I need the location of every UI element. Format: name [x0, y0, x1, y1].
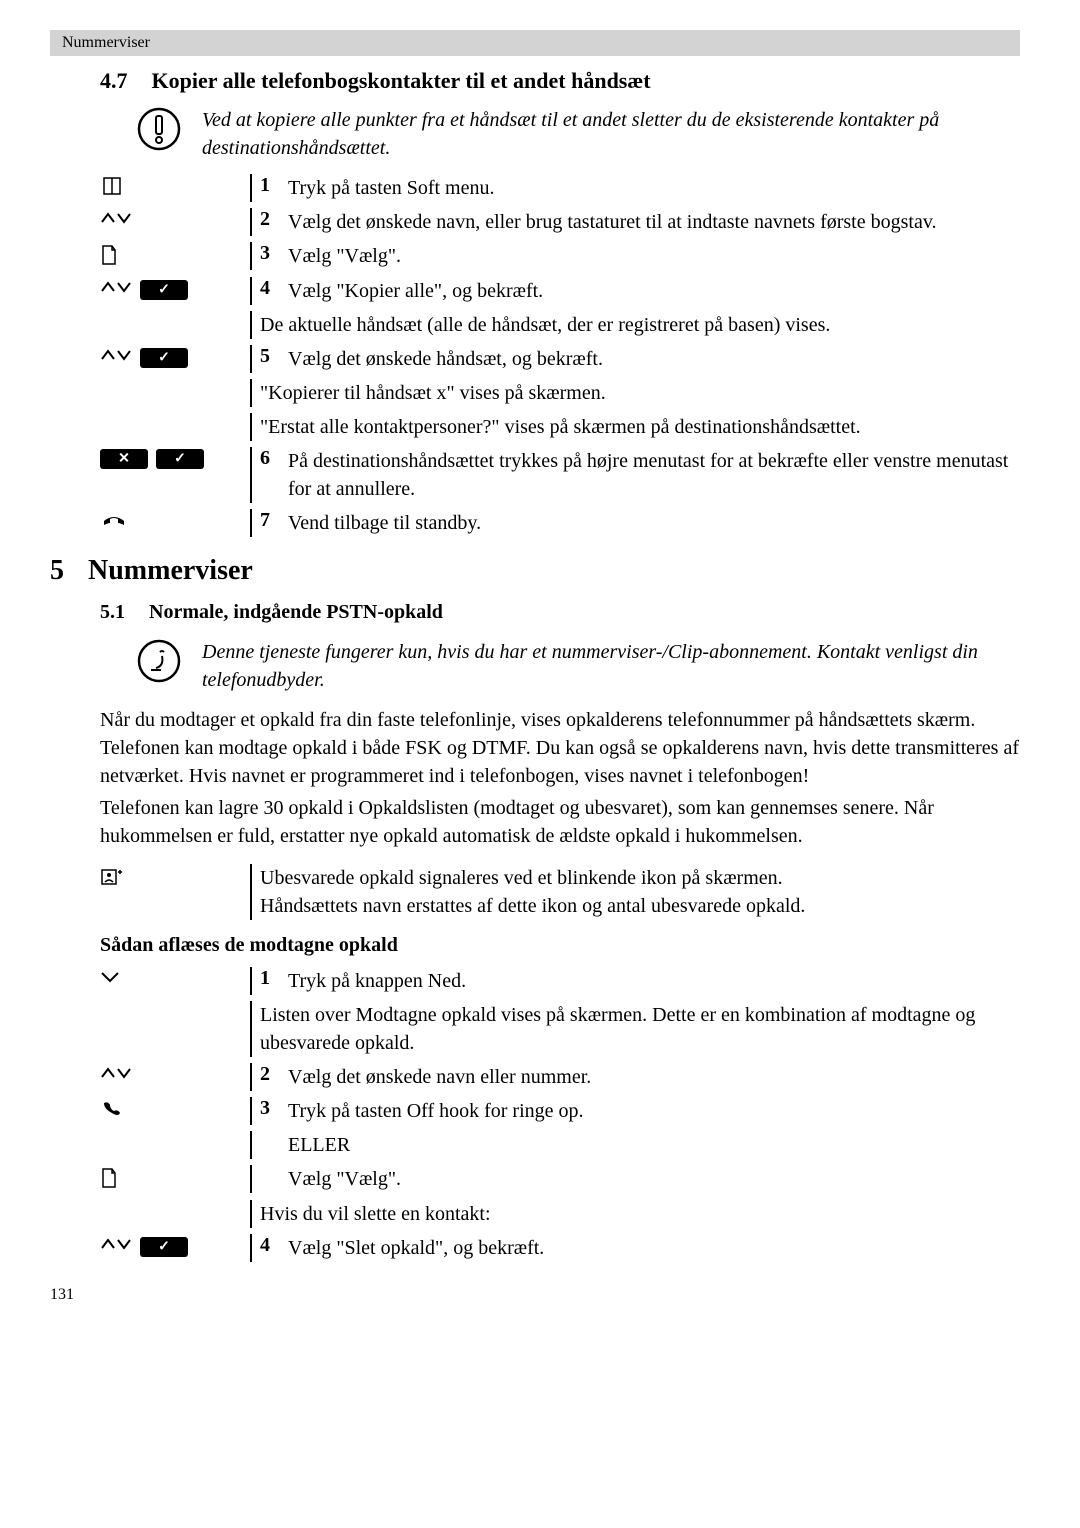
info-icon	[136, 638, 182, 689]
page-number: 131	[50, 1286, 1020, 1304]
info-row: De aktuelle håndsæt (alle de håndsæt, de…	[50, 311, 1020, 339]
step-row-5: 5 Vælg det ønskede håndsæt, og bekræft.	[50, 345, 1020, 373]
note-text: Ved at kopiere alle punkter fra et hånds…	[202, 106, 1020, 162]
page-icon	[100, 1167, 118, 1194]
section-5-title: 5 Nummerviser	[50, 555, 1020, 587]
step-row: 1 Tryk på knappen Ned.	[50, 967, 1020, 995]
step-text: Vælg "Vælg".	[288, 1165, 401, 1193]
step-text: Vælg det ønskede navn, eller brug tastat…	[288, 208, 937, 236]
subsection-heading: Normale, indgående PSTN-opkald	[149, 601, 443, 624]
section-5-1-title: 5.1 Normale, indgående PSTN-opkald	[50, 601, 1020, 624]
step-text: Vælg "Slet opkald", og bekræft.	[288, 1234, 544, 1262]
step-text: Vælg "Kopier alle", og bekræft.	[288, 277, 543, 305]
body-paragraph: Når du modtager et opkald fra din faste …	[50, 706, 1020, 790]
info-text: De aktuelle håndsæt (alle de håndsæt, de…	[250, 311, 1020, 339]
step-row-7: 7 Vend tilbage til standby.	[50, 509, 1020, 537]
step-row-3: 3 Vælg "Vælg".	[50, 242, 1020, 271]
step-num: 4	[260, 277, 288, 305]
step-num: 3	[260, 242, 288, 270]
header-bar: Nummerviser	[50, 30, 1020, 56]
step-num: 3	[260, 1097, 288, 1125]
info-text: Ubesvarede opkald signaleres ved et blin…	[260, 864, 1020, 892]
up-down-icon	[100, 347, 132, 368]
info-text: "Kopierer til håndsæt x" vises på skærme…	[250, 379, 1020, 407]
step-row: Vælg "Vælg".	[50, 1165, 1020, 1194]
step-text: Tryk på tasten Soft menu.	[288, 174, 494, 202]
phonebook-icon	[100, 176, 124, 201]
up-down-icon	[100, 210, 132, 231]
step-text: Vælg det ønskede navn eller nummer.	[288, 1063, 591, 1091]
info-row: "Erstat alle kontaktpersoner?" vises på …	[50, 413, 1020, 441]
step-row: 3 Tryk på tasten Off hook for ringe op.	[50, 1097, 1020, 1125]
note-row: Denne tjeneste fungerer kun, hvis du har…	[50, 638, 1020, 694]
cancel-button-icon	[100, 449, 148, 469]
step-num: 2	[260, 208, 288, 236]
step-text: ELLER	[288, 1131, 1020, 1159]
info-text: "Erstat alle kontaktpersoner?" vises på …	[250, 413, 1020, 441]
step-row: 2 Vælg det ønskede navn eller nummer.	[50, 1063, 1020, 1091]
step-num: 2	[260, 1063, 288, 1091]
step-num: 7	[260, 509, 288, 537]
page-icon	[100, 244, 118, 271]
hangup-icon	[100, 511, 128, 532]
missed-call-icon	[100, 866, 124, 891]
down-icon	[100, 969, 120, 988]
info-text: Håndsættets navn erstattes af dette ikon…	[260, 892, 1020, 920]
info-text: Listen over Modtagne opkald vises på skæ…	[250, 1001, 1020, 1057]
step-text: Vælg "Vælg".	[288, 242, 401, 270]
confirm-button-icon	[156, 449, 204, 469]
step-text: Tryk på knappen Ned.	[288, 967, 466, 995]
note-text: Denne tjeneste fungerer kun, hvis du har…	[202, 638, 1020, 694]
subsection-num: 5.1	[100, 601, 125, 624]
step-text: Tryk på tasten Off hook for ringe op.	[288, 1097, 584, 1125]
step-num: 1	[260, 967, 288, 995]
section-4-7-title: 4.7 Kopier alle telefonbogskontakter til…	[50, 68, 1020, 94]
note-row: Ved at kopiere alle punkter fra et hånds…	[50, 106, 1020, 162]
offhook-icon	[100, 1099, 124, 1122]
up-down-icon	[100, 1065, 132, 1086]
step-row-1: 1 Tryk på tasten Soft menu.	[50, 174, 1020, 202]
info-row: Ubesvarede opkald signaleres ved et blin…	[50, 864, 1020, 920]
main-num: 5	[50, 555, 64, 587]
confirm-button-icon	[140, 280, 188, 300]
info-row: Listen over Modtagne opkald vises på skæ…	[50, 1001, 1020, 1057]
step-row-2: 2 Vælg det ønskede navn, eller brug tast…	[50, 208, 1020, 236]
step-num: 6	[260, 447, 288, 503]
main-text: Nummerviser	[88, 555, 253, 587]
warning-icon	[136, 106, 182, 157]
section-num: 4.7	[100, 68, 128, 94]
up-down-icon	[100, 1236, 132, 1257]
section-heading: Kopier alle telefonbogskontakter til et …	[152, 68, 651, 94]
step-text: Vend tilbage til standby.	[288, 509, 481, 537]
step-text: På destinationshåndsættet trykkes på høj…	[288, 447, 1020, 503]
step-num: 1	[260, 174, 288, 202]
info-row: "Kopierer til håndsæt x" vises på skærme…	[50, 379, 1020, 407]
info-row: ELLER	[50, 1131, 1020, 1159]
info-row: Hvis du vil slette en kontakt:	[50, 1200, 1020, 1228]
step-num: 4	[260, 1234, 288, 1262]
body-paragraph: Telefonen kan lagre 30 opkald i Opkaldsl…	[50, 794, 1020, 850]
sub-heading: Sådan aflæses de modtagne opkald	[50, 934, 1020, 957]
confirm-button-icon	[140, 1237, 188, 1257]
step-text: Vælg det ønskede håndsæt, og bekræft.	[288, 345, 603, 373]
step-num: 5	[260, 345, 288, 373]
header-text: Nummerviser	[62, 34, 150, 51]
step-row-6: 6 På destinationshåndsættet trykkes på h…	[50, 447, 1020, 503]
confirm-button-icon	[140, 348, 188, 368]
up-down-icon	[100, 279, 132, 300]
step-row: 4 Vælg "Slet opkald", og bekræft.	[50, 1234, 1020, 1262]
step-row-4: 4 Vælg "Kopier alle", og bekræft.	[50, 277, 1020, 305]
info-text: Hvis du vil slette en kontakt:	[250, 1200, 1020, 1228]
